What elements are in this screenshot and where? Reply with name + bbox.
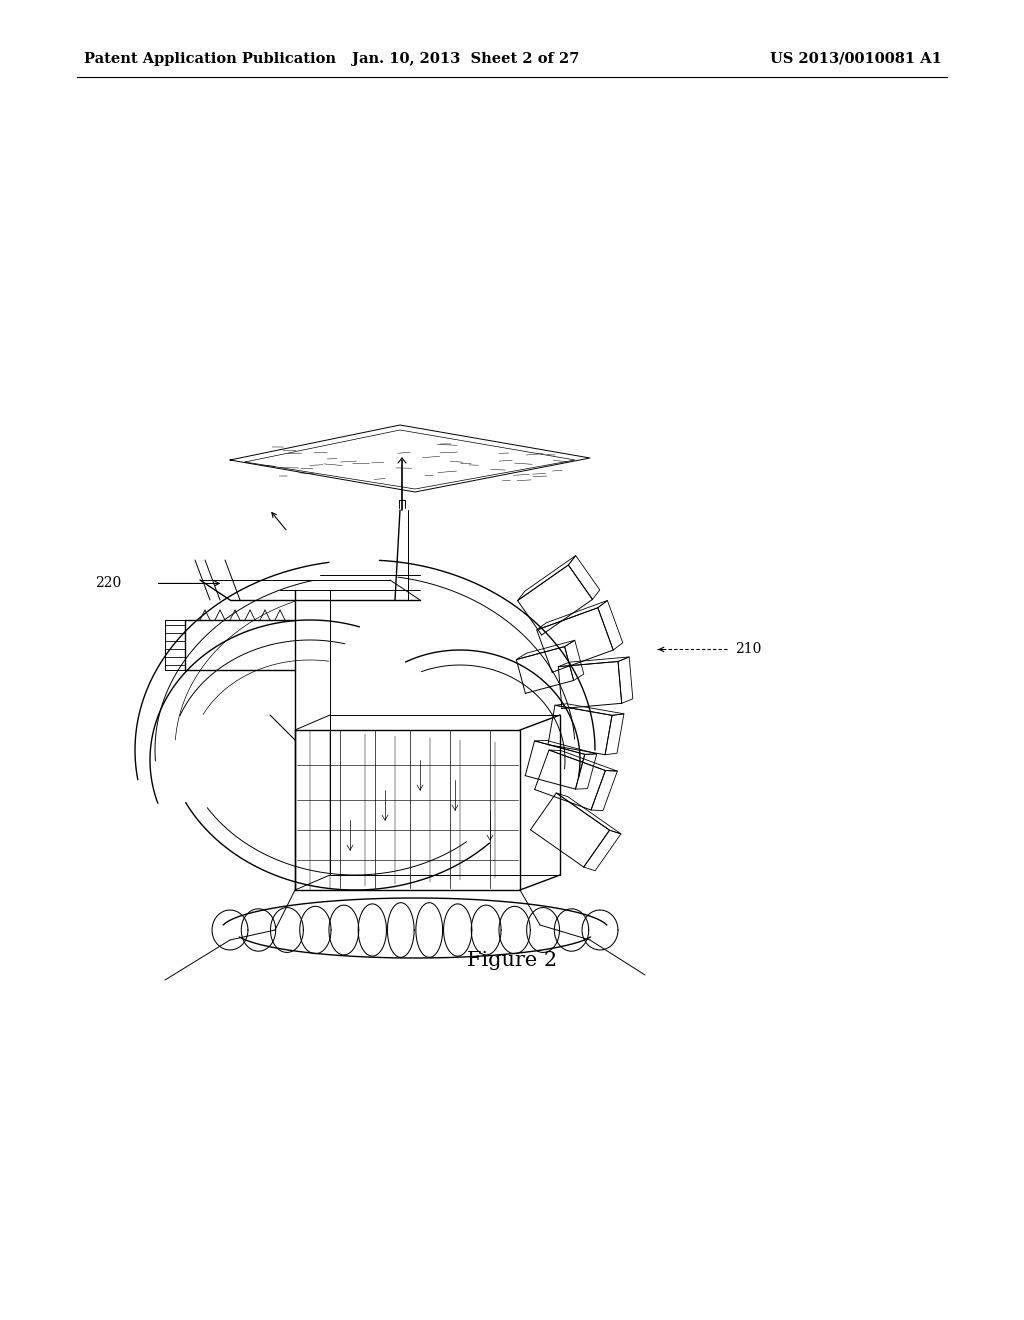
Text: 210: 210 (735, 643, 762, 656)
Text: 220: 220 (94, 577, 121, 590)
Text: Jan. 10, 2013  Sheet 2 of 27: Jan. 10, 2013 Sheet 2 of 27 (352, 51, 580, 66)
Text: Figure 2: Figure 2 (467, 952, 557, 970)
Text: US 2013/0010081 A1: US 2013/0010081 A1 (770, 51, 942, 66)
Text: Patent Application Publication: Patent Application Publication (84, 51, 336, 66)
